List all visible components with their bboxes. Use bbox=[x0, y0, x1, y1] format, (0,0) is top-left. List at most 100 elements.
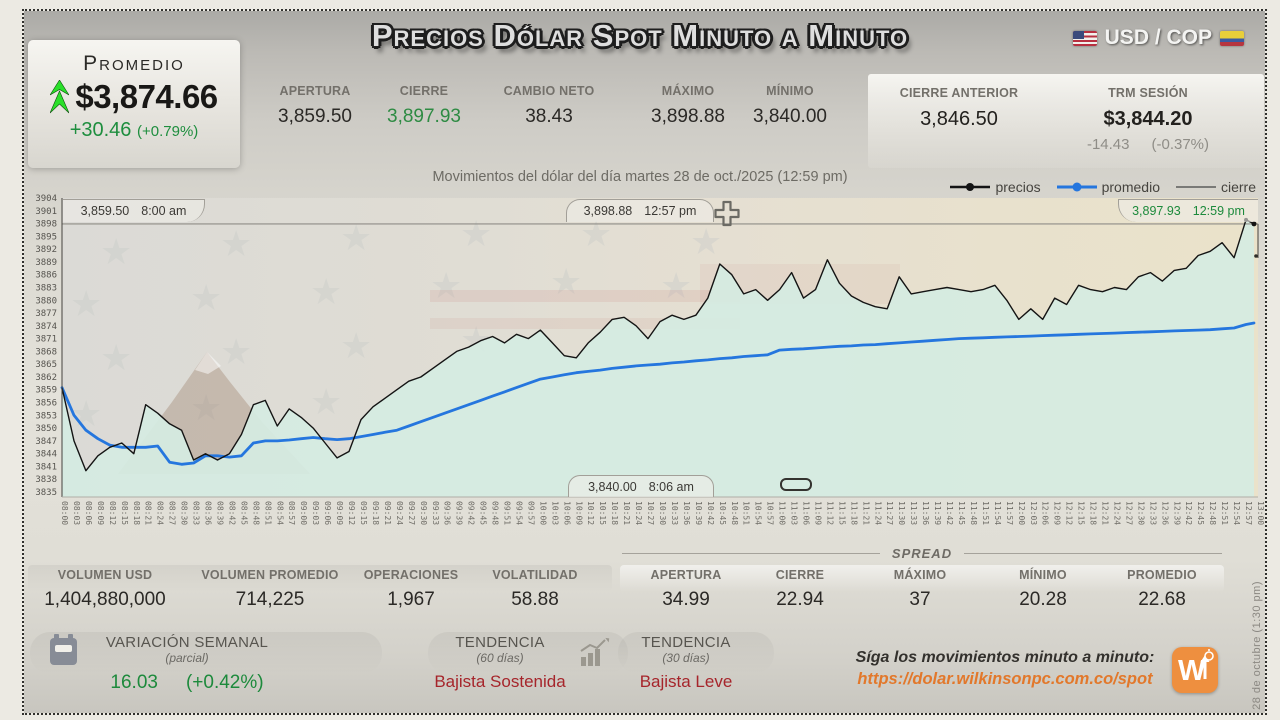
svg-text:09:09: 09:09 bbox=[335, 501, 344, 525]
svg-text:11:54: 11:54 bbox=[993, 501, 1002, 525]
legend-item-cierre[interactable]: cierre bbox=[1175, 179, 1256, 195]
stat-cambio-neto: CAMBIO NETO 38.43 bbox=[494, 84, 604, 128]
svg-text:★: ★ bbox=[660, 265, 692, 306]
crosshair-move-icon[interactable] bbox=[712, 200, 742, 230]
legend-item-promedio[interactable]: promedio bbox=[1056, 179, 1160, 195]
svg-text:11:30: 11:30 bbox=[897, 501, 906, 525]
svg-text:09:18: 09:18 bbox=[371, 501, 380, 525]
variacion-band bbox=[30, 632, 382, 674]
svg-text:10:09: 10:09 bbox=[574, 501, 583, 525]
svg-text:12:33: 12:33 bbox=[1148, 501, 1157, 525]
svg-text:10:30: 10:30 bbox=[658, 501, 667, 525]
svg-text:3874: 3874 bbox=[35, 322, 57, 332]
chart-svg: ★ ★ ★ ★ ★ ★★ ★ ★ ★ ★ ★★ ★ ★ ★★ ★ ★390439013898389538923… bbox=[35, 194, 1265, 525]
svg-text:12:12: 12:12 bbox=[1065, 501, 1074, 525]
volumen-usd-label: VOLUMEN USD bbox=[57, 568, 153, 582]
stat-trm-sesion: TRM SESIÓN $3,844.20 -14.43 (-0.37%) bbox=[1070, 86, 1226, 153]
svg-text:10:39: 10:39 bbox=[694, 501, 703, 525]
precios-line-swatch bbox=[950, 183, 991, 191]
svg-text:11:27: 11:27 bbox=[885, 501, 894, 525]
spread-apertura-label: APERTURA bbox=[650, 568, 722, 582]
up-arrow-icon bbox=[50, 80, 70, 114]
promedio-card: Promedio $3,874.66 +30.46 (+0.79%) bbox=[28, 40, 240, 168]
svg-text:09:36: 09:36 bbox=[443, 501, 452, 525]
colombia-flag-icon bbox=[1220, 30, 1244, 46]
svg-text:11:21: 11:21 bbox=[861, 501, 870, 525]
svg-text:09:00: 09:00 bbox=[299, 501, 308, 525]
session-panel bbox=[868, 74, 1264, 168]
stat-minimo: MÍNIMO 3,840.00 bbox=[738, 84, 842, 128]
wilkinsonpc-logo[interactable]: W bbox=[1172, 647, 1218, 693]
svg-text:11:48: 11:48 bbox=[969, 501, 978, 525]
trend-chart-icon bbox=[580, 637, 610, 666]
svg-text:3904: 3904 bbox=[35, 194, 57, 204]
svg-text:3880: 3880 bbox=[35, 296, 57, 306]
svg-text:3844: 3844 bbox=[35, 450, 57, 460]
svg-text:09:06: 09:06 bbox=[323, 501, 332, 525]
follow-url-link[interactable]: https://dolar.wilkinsonpc.com.co/spot bbox=[857, 670, 1153, 688]
svg-text:12:03: 12:03 bbox=[1029, 501, 1038, 525]
spread-promedio: PROMEDIO 22.68 bbox=[1102, 568, 1222, 611]
svg-text:11:00: 11:00 bbox=[778, 501, 787, 525]
svg-text:08:39: 08:39 bbox=[216, 501, 225, 525]
spread-minimo: MÍNIMO 20.28 bbox=[983, 568, 1103, 611]
pill-handle-icon[interactable] bbox=[780, 478, 812, 491]
stat-volumen-promedio: VOLUMEN PROMEDIO 714,225 bbox=[185, 568, 355, 611]
operaciones-value: 1,967 bbox=[387, 589, 435, 610]
tendencia30-label: TENDENCIA bbox=[641, 634, 731, 651]
follow-block: Síga los movimientos minuto a minuto: ht… bbox=[845, 649, 1165, 689]
spread-band bbox=[620, 565, 1224, 592]
legend-item-precios[interactable]: precios bbox=[950, 179, 1041, 195]
svg-text:10:57: 10:57 bbox=[766, 501, 775, 525]
spread-title: SPREAD bbox=[891, 546, 953, 561]
stat-maximo: MÁXIMO 3,898.88 bbox=[636, 84, 740, 128]
annotation-apertura-time: 8:00 am bbox=[141, 204, 187, 218]
annotation-maximo-value: 3,898.88 bbox=[583, 204, 633, 218]
svg-text:12:21: 12:21 bbox=[1101, 501, 1110, 525]
svg-text:10:18: 10:18 bbox=[610, 501, 619, 525]
svg-text:08:09: 08:09 bbox=[96, 501, 105, 525]
currency-pair-label: USD / COP bbox=[1104, 26, 1212, 49]
svg-text:★: ★ bbox=[70, 283, 102, 324]
svg-text:3871: 3871 bbox=[35, 335, 57, 345]
annotation-minimo-time: 8:06 am bbox=[648, 479, 694, 494]
svg-text:10:45: 10:45 bbox=[718, 501, 727, 525]
tendencia30-band bbox=[618, 632, 774, 674]
svg-text:11:18: 11:18 bbox=[849, 501, 858, 525]
svg-text:09:24: 09:24 bbox=[395, 501, 404, 525]
promedio-change-pct: (+0.79%) bbox=[137, 123, 199, 140]
svg-text:12:18: 12:18 bbox=[1089, 501, 1098, 525]
svg-text:11:03: 11:03 bbox=[790, 501, 799, 525]
stat-cierre: CIERRE 3,897.93 bbox=[372, 84, 476, 128]
legend-promedio-label: promedio bbox=[1101, 179, 1160, 195]
svg-text:09:12: 09:12 bbox=[347, 501, 356, 525]
svg-text:08:21: 08:21 bbox=[144, 501, 153, 525]
page-title: Precios Dólar Spot Minuto a Minuto bbox=[371, 18, 909, 53]
tendencia60-sub: (60 días) bbox=[476, 651, 524, 665]
variacion-semanal: VARIACIÓN SEMANAL (parcial) 16.03 (+0.42… bbox=[87, 634, 287, 694]
spread-maximo-value: 37 bbox=[909, 589, 931, 610]
svg-text:10:48: 10:48 bbox=[730, 501, 739, 525]
currency-pair: USD / COP bbox=[1072, 26, 1244, 50]
svg-text:08:12: 08:12 bbox=[108, 501, 117, 525]
annotation-cierre: 3,897.93 12:59 pm bbox=[1118, 199, 1258, 222]
svg-text:08:18: 08:18 bbox=[132, 501, 141, 525]
svg-text:10:24: 10:24 bbox=[634, 501, 643, 525]
svg-text:09:48: 09:48 bbox=[491, 501, 500, 525]
tendencia60-value: Bajista Sostenida bbox=[434, 672, 566, 691]
spread-promedio-value: 22.68 bbox=[1138, 589, 1186, 610]
volumen-usd-value: 1,404,880,000 bbox=[44, 589, 166, 610]
svg-text:08:54: 08:54 bbox=[275, 501, 284, 525]
svg-text:10:36: 10:36 bbox=[682, 501, 691, 525]
svg-text:09:27: 09:27 bbox=[407, 501, 416, 525]
stat-minimo-value: 3,840.00 bbox=[753, 106, 827, 127]
svg-text:★: ★ bbox=[100, 337, 132, 378]
svg-text:09:39: 09:39 bbox=[455, 501, 464, 525]
svg-text:08:06: 08:06 bbox=[84, 501, 93, 525]
annotation-maximo: 3,898.88 12:57 pm bbox=[566, 199, 714, 222]
svg-text:3886: 3886 bbox=[35, 271, 57, 281]
logo-arrow-pin-icon bbox=[1200, 649, 1214, 679]
annotation-minimo: 3,840.00 8:06 am bbox=[568, 475, 714, 497]
promedio-value: $3,874.66 bbox=[75, 78, 218, 115]
svg-text:★: ★ bbox=[70, 393, 102, 434]
